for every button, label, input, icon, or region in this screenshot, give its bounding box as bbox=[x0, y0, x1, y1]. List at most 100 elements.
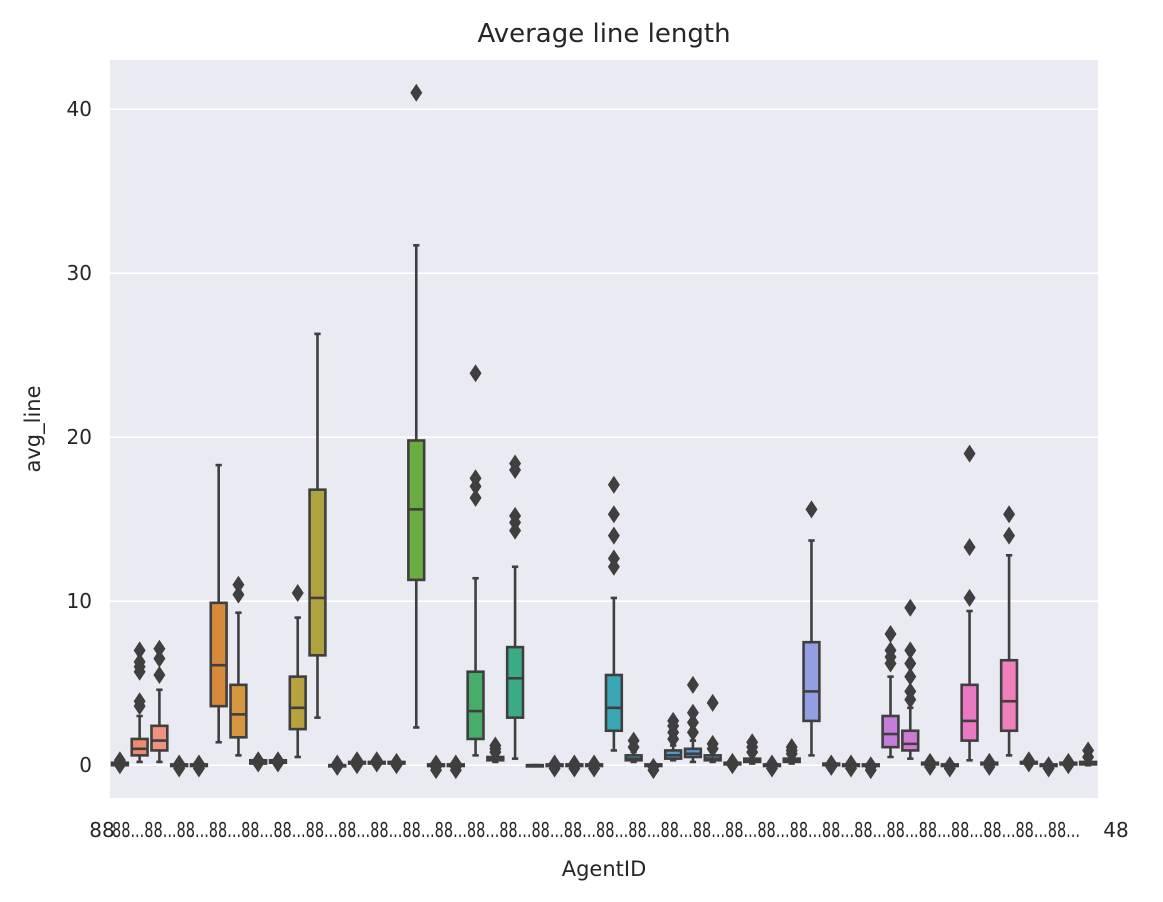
box-5 bbox=[209, 463, 228, 744]
outlier-point bbox=[489, 736, 502, 755]
x-tick-labels-overlapping: 88...88...88...88...88...88...88...88...… bbox=[112, 818, 1080, 842]
outlier-point bbox=[943, 756, 956, 775]
box-body bbox=[229, 683, 248, 739]
outlier-point bbox=[291, 584, 304, 602]
box-44 bbox=[980, 752, 999, 776]
box-9 bbox=[288, 584, 307, 759]
box-body bbox=[881, 714, 900, 749]
box-8 bbox=[268, 751, 288, 773]
outlier-point bbox=[469, 364, 482, 383]
outlier-point bbox=[686, 703, 699, 722]
box-13 bbox=[367, 751, 386, 773]
outlier-point bbox=[924, 752, 937, 771]
outlier-point bbox=[607, 549, 620, 568]
outlier-point bbox=[568, 754, 581, 773]
outlier-point bbox=[351, 751, 363, 770]
y-tick-label-10: 10 bbox=[67, 589, 92, 613]
box-11 bbox=[328, 754, 347, 776]
box-16 bbox=[426, 754, 446, 780]
outlier-point bbox=[845, 754, 857, 773]
outlier-point bbox=[153, 649, 166, 668]
outlier-point bbox=[133, 641, 146, 660]
box-21 bbox=[525, 763, 545, 768]
box-12 bbox=[347, 751, 367, 775]
box-17 bbox=[446, 754, 466, 780]
plot-area bbox=[110, 60, 1098, 798]
outlier-point bbox=[686, 713, 699, 732]
box-body bbox=[308, 488, 327, 657]
outlier-point bbox=[983, 752, 996, 771]
box-15 bbox=[407, 83, 426, 729]
outlier-point bbox=[607, 526, 620, 545]
box-42 bbox=[940, 756, 960, 778]
outlier-point bbox=[647, 757, 660, 776]
outlier-point bbox=[370, 751, 383, 770]
box-48 bbox=[1059, 752, 1078, 775]
outlier-point bbox=[232, 575, 245, 594]
outlier-point bbox=[192, 754, 205, 773]
outlier-point bbox=[904, 667, 917, 686]
outlier-point bbox=[133, 652, 146, 671]
box-19 bbox=[486, 736, 505, 764]
outlier-point bbox=[252, 751, 265, 770]
outlier-point bbox=[331, 754, 344, 773]
box-34 bbox=[782, 738, 801, 765]
y-tick-label-0: 0 bbox=[79, 753, 92, 777]
box-18 bbox=[466, 364, 485, 757]
outlier-point bbox=[1042, 756, 1055, 775]
outlier-point bbox=[726, 752, 739, 771]
outlier-point bbox=[765, 754, 778, 773]
box-46 bbox=[1019, 751, 1039, 773]
outlier-point bbox=[1022, 751, 1035, 770]
outlier-point bbox=[884, 641, 897, 660]
box-10 bbox=[308, 332, 327, 719]
x-tick-label-last: 48 bbox=[1103, 818, 1128, 842]
outlier-point bbox=[825, 754, 838, 773]
box-20 bbox=[505, 454, 525, 760]
y-tick-label-30: 30 bbox=[67, 261, 92, 285]
box-4 bbox=[189, 754, 209, 778]
box-43 bbox=[960, 444, 979, 762]
box-41 bbox=[920, 752, 940, 776]
box-3 bbox=[169, 754, 189, 778]
box-7 bbox=[248, 751, 268, 773]
outlier-point bbox=[686, 675, 699, 694]
box-body bbox=[466, 670, 485, 741]
outlier-point bbox=[410, 83, 423, 102]
boxes-layer bbox=[110, 83, 1098, 780]
outlier-point bbox=[963, 588, 976, 607]
box-1 bbox=[130, 641, 149, 764]
outlier-point bbox=[469, 469, 482, 488]
chart-title: Average line length bbox=[477, 19, 730, 49]
box-33 bbox=[762, 754, 782, 778]
outlier-point bbox=[904, 641, 917, 660]
outlier-point bbox=[449, 754, 462, 773]
outlier-point bbox=[1062, 752, 1075, 771]
box-body bbox=[505, 645, 525, 719]
outlier-point bbox=[232, 585, 245, 604]
box-body bbox=[130, 737, 149, 757]
box-28 bbox=[663, 711, 683, 762]
box-0 bbox=[110, 751, 130, 775]
box-body bbox=[802, 640, 821, 723]
outlier-point bbox=[785, 738, 798, 757]
box-45 bbox=[999, 505, 1019, 757]
outlier-point bbox=[430, 754, 443, 773]
x-tick-label-first: 88 bbox=[89, 818, 114, 842]
outlier-point bbox=[746, 733, 759, 752]
outlier-point bbox=[706, 734, 719, 753]
box-24 bbox=[584, 754, 604, 778]
box-49 bbox=[1078, 741, 1098, 767]
outlier-point bbox=[113, 751, 126, 770]
box-31 bbox=[723, 752, 742, 775]
outlier-point bbox=[1082, 741, 1095, 760]
outlier-point bbox=[173, 754, 186, 773]
box-37 bbox=[841, 754, 861, 778]
outlier-point bbox=[805, 500, 818, 519]
box-22 bbox=[545, 754, 564, 778]
outlier-point bbox=[469, 488, 482, 507]
outlier-point bbox=[390, 752, 403, 771]
box-47 bbox=[1039, 756, 1058, 778]
box-27 bbox=[644, 757, 663, 780]
